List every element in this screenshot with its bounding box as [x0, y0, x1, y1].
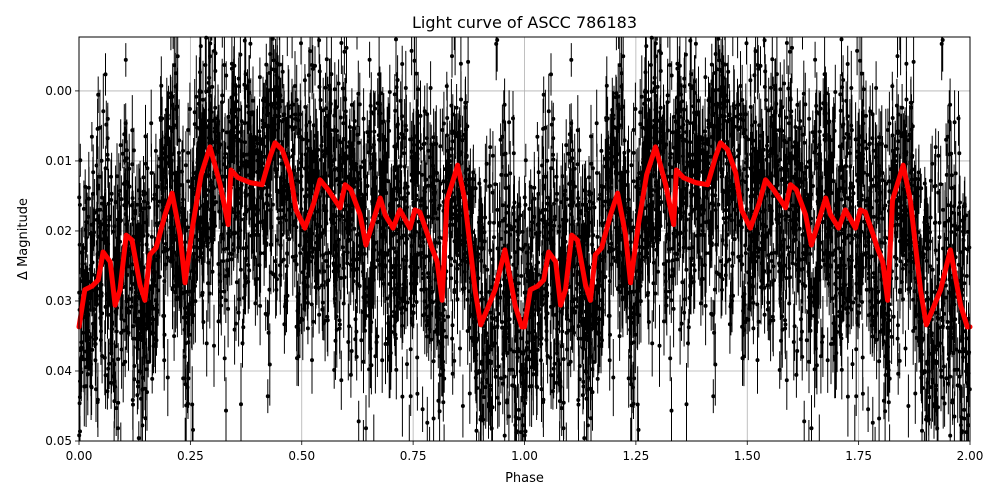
x-tick-label: 1.50: [734, 449, 761, 463]
x-tick-label: 2.00: [957, 449, 984, 463]
x-tick-label: 0.75: [400, 449, 427, 463]
x-tick-label: 0.50: [288, 449, 315, 463]
y-tick-label: 0.01: [45, 154, 72, 168]
y-axis-label: Δ Magnitude: [16, 198, 31, 280]
x-tick-label: 1.75: [845, 449, 872, 463]
y-tick-label: 0.04: [45, 364, 72, 378]
x-tick-label: 0.25: [177, 449, 204, 463]
x-axis-label: Phase: [505, 471, 544, 486]
x-tick-label: 0.00: [66, 449, 93, 463]
x-tick-label: 1.00: [511, 449, 538, 463]
chart-title: Light curve of ASCC 786183: [412, 13, 637, 32]
model-curve: [76, 140, 973, 330]
y-axis-ticks: 0.00 0.01 0.02 0.03 0.04 0.05: [45, 84, 79, 448]
y-tick-label: 0.03: [45, 294, 72, 308]
x-tick-label: 1.25: [623, 449, 650, 463]
x-axis-ticks: 0.00 0.25 0.50 0.75 1.00 1.25 1.50 1.75 2.00: [66, 441, 984, 463]
y-tick-label: 0.00: [45, 84, 72, 98]
observation-points: [77, 35, 972, 441]
y-tick-label: 0.05: [45, 434, 72, 448]
y-tick-label: 0.02: [45, 224, 72, 238]
